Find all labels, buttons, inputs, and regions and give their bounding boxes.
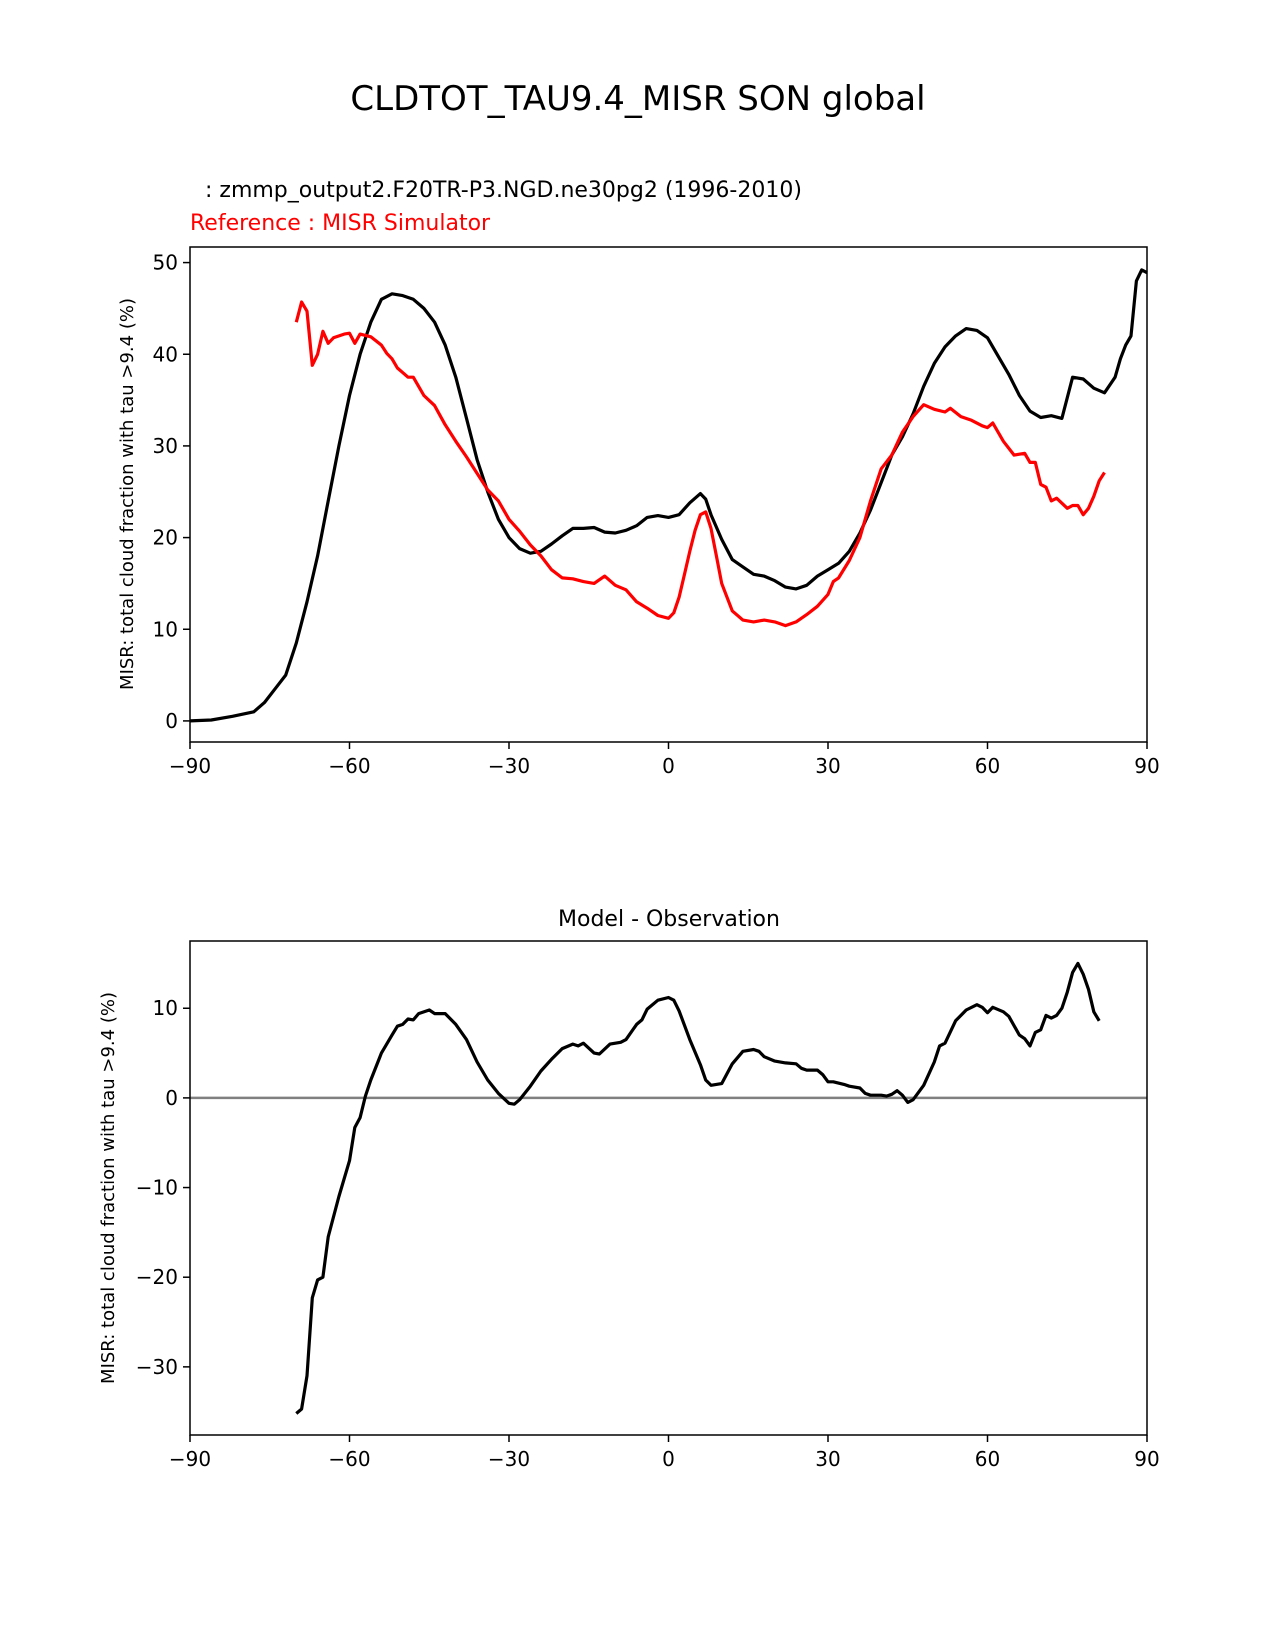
x-tick-label: −60 [328,1447,370,1471]
y-tick-label: 20 [153,526,178,550]
series-line-reference [294,300,1106,628]
bottom-y-axis-label: MISR: total cloud fraction with tau >9.4… [98,992,119,1384]
x-tick-label: 30 [815,754,840,778]
x-tick-label: 90 [1134,1447,1159,1471]
x-tick-label: −30 [488,1447,530,1471]
top-plot: −90 −60 −30 0 30 60 90 0 10 20 30 40 50 [153,246,1160,778]
x-tick-label: −60 [328,754,370,778]
x-tick-label: 0 [662,754,675,778]
series-line-difference [295,961,1101,1415]
axes-frame [189,246,1148,743]
bottom-plot: −90 −60 −30 0 30 60 90 −30 −20 −10 0 10 [136,940,1160,1471]
x-tick-label: 0 [662,1447,675,1471]
x-tick-label: 30 [815,1447,840,1471]
y-tick-label: 30 [153,434,178,458]
y-tick-label: 50 [153,251,178,275]
figure-title: CLDTOT_TAU9.4_MISR SON global [350,79,925,119]
y-tick-label: −30 [136,1355,178,1379]
reference-label: Reference : MISR Simulator [190,211,491,236]
test-label: : zmmp_output2.F20TR-P3.NGD.ne30pg2 (199… [198,178,802,203]
x-tick-label: 90 [1134,754,1159,778]
x-tick-label: 60 [975,754,1000,778]
y-tick-label: 0 [165,1086,178,1110]
top-y-axis-label: MISR: total cloud fraction with tau >9.4… [117,298,138,690]
y-tick-label: 0 [165,709,178,733]
y-tick-label: −10 [136,1176,178,1200]
axes-frame [189,940,1148,1436]
series-line-model [189,268,1148,723]
x-tick-label: 60 [975,1447,1000,1471]
bottom-plot-title: Model - Observation [558,907,780,932]
x-tick-label: −90 [169,754,211,778]
y-tick-label: 10 [153,996,178,1020]
y-tick-label: 10 [153,617,178,641]
y-tick-label: 40 [153,342,178,366]
x-tick-label: −90 [169,1447,211,1471]
y-tick-label: −20 [136,1265,178,1289]
x-tick-label: −30 [488,754,530,778]
